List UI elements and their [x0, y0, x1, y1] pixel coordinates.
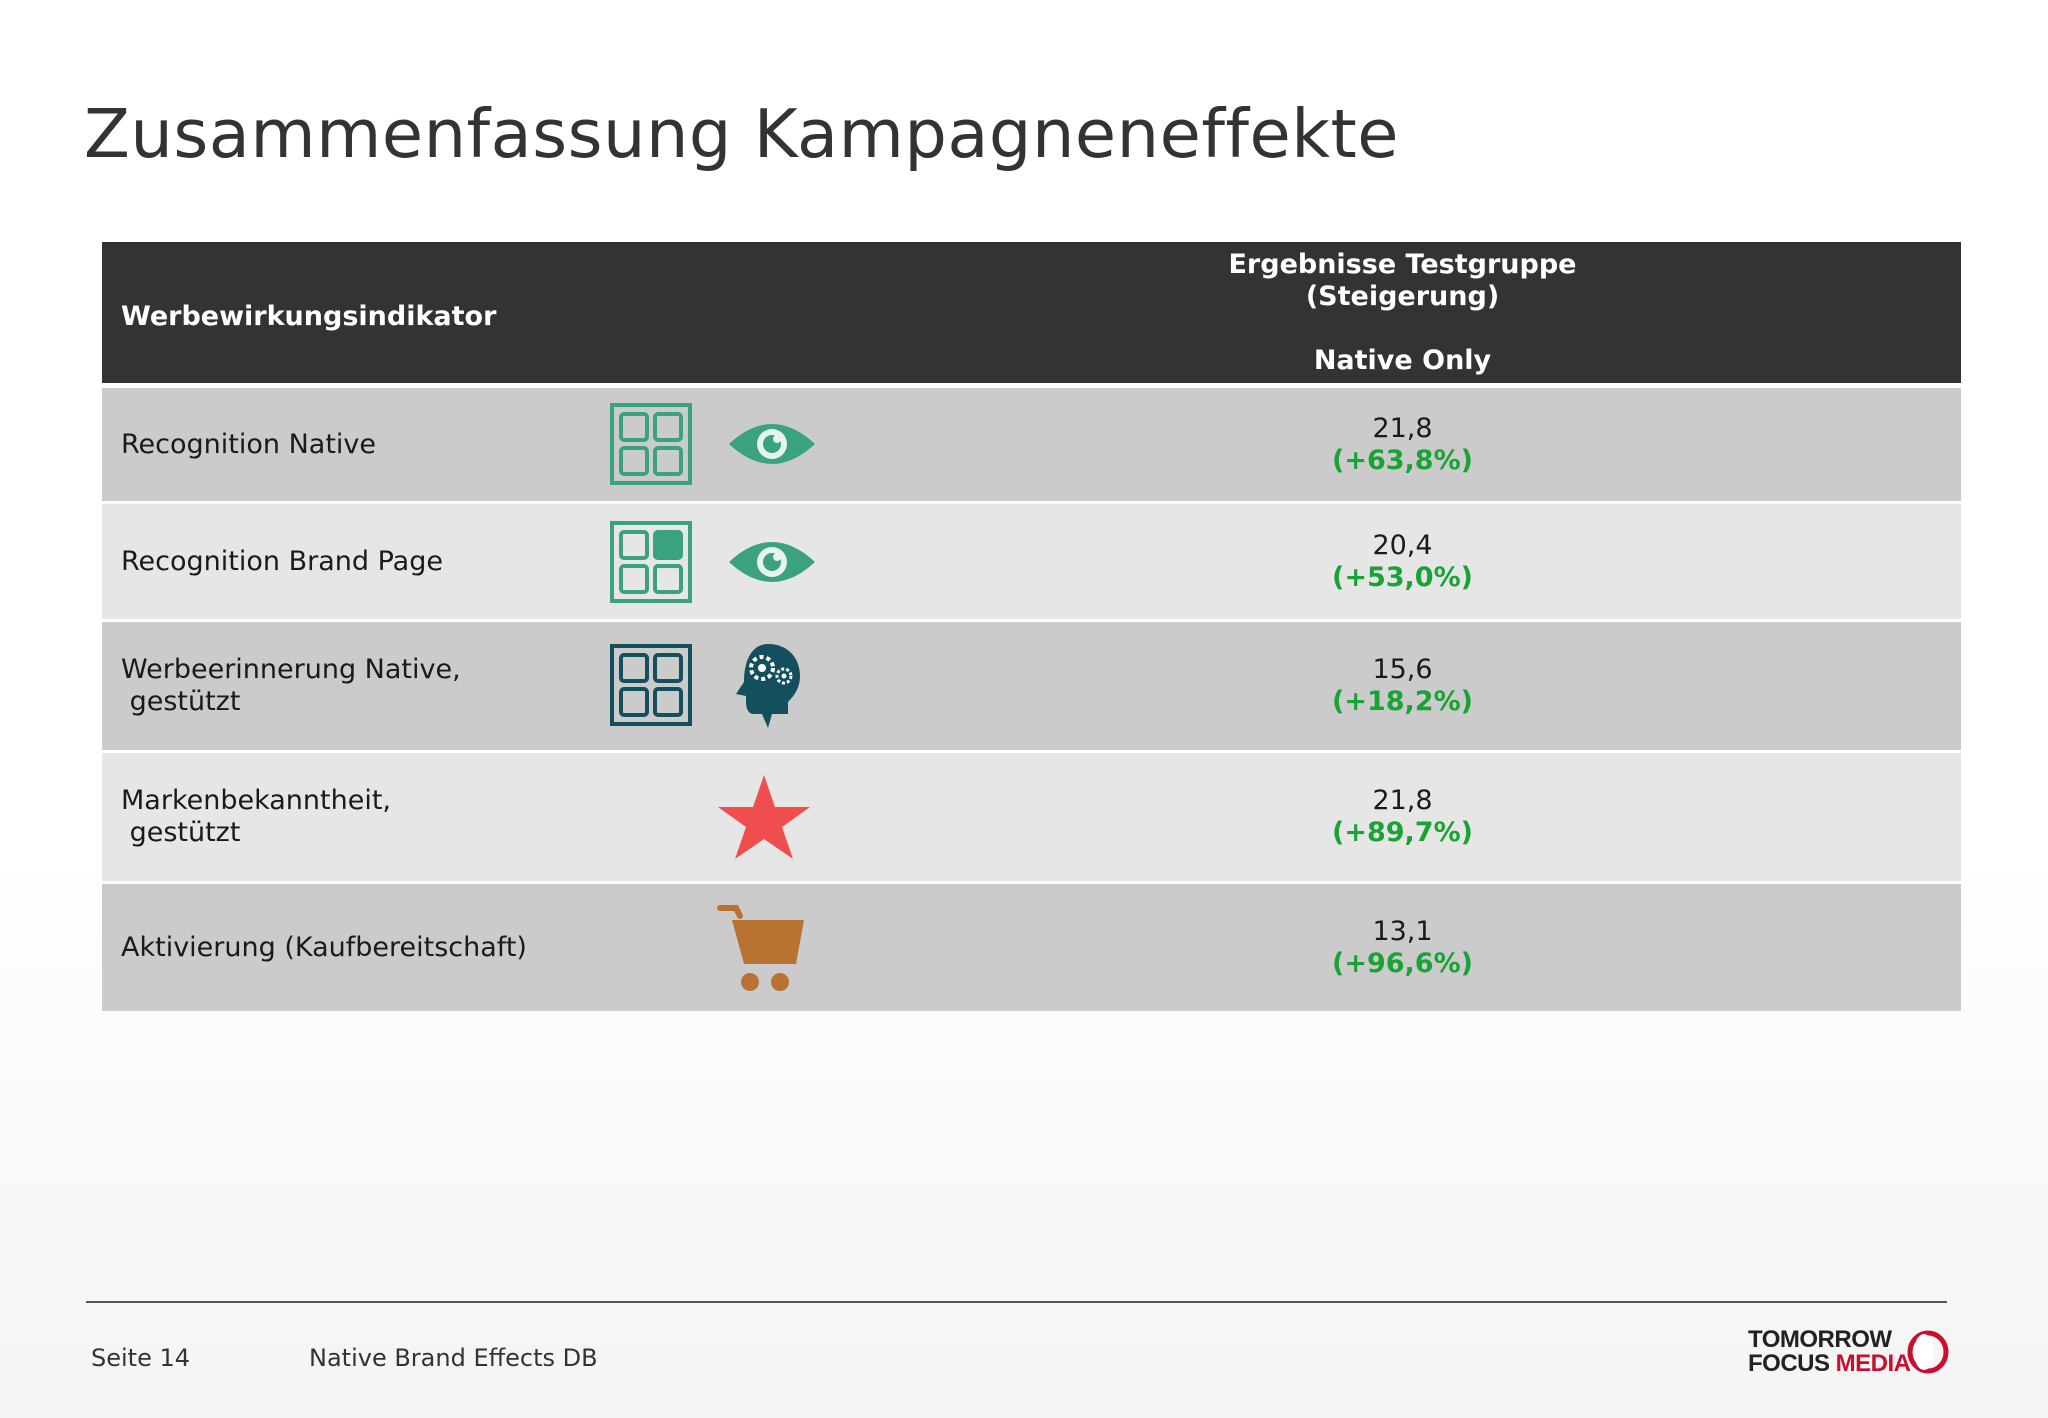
table-row: Recognition Brand Page 20,4 (+53,0%)	[102, 504, 1961, 619]
page-title: Zusammenfassung Kampagneneffekte	[84, 95, 1400, 173]
result-change: (+18,2%)	[1332, 686, 1473, 717]
document-name: Native Brand Effects DB	[309, 1344, 598, 1372]
grid-icon	[610, 644, 692, 726]
row-label: Recognition Native	[121, 428, 376, 460]
logo-line2b: MEDIA	[1835, 1350, 1911, 1377]
header-results-line2: (Steigerung)	[1305, 280, 1500, 312]
result-change: (+96,6%)	[1332, 947, 1473, 979]
star-icon	[718, 775, 810, 859]
logo-ring-icon	[1907, 1330, 1949, 1374]
tomorrow-focus-media-logo: TOMORROW FOCUS MEDIA	[1748, 1326, 1950, 1377]
result-value: 21,8	[1372, 412, 1433, 444]
result-change: (+63,8%)	[1332, 444, 1473, 476]
grid-icon	[610, 403, 692, 485]
header-results-line1: Ergebnisse Testgruppe	[1228, 248, 1577, 280]
header-results-line3: Native Only	[1313, 344, 1492, 376]
result-change: (+53,0%)	[1332, 561, 1473, 593]
table-header: Werbewirkungsindikator Ergebnisse Testgr…	[102, 242, 1961, 383]
result-change: (+89,7%)	[1332, 817, 1473, 848]
eye-icon	[729, 542, 815, 582]
row-label: Recognition Brand Page	[121, 545, 443, 577]
footer-divider	[86, 1301, 1947, 1303]
table-row: Recognition Native 21,8 (+63,8%)	[102, 388, 1961, 501]
row-label: Markenbekanntheit, gestützt	[121, 785, 391, 848]
brain-gears-icon	[736, 644, 800, 728]
results-table: Werbewirkungsindikator Ergebnisse Testgr…	[102, 242, 1961, 1011]
header-indicator-label: Werbewirkungsindikator	[121, 301, 497, 332]
header-results: Ergebnisse Testgruppe (Steigerung) Nativ…	[844, 242, 1961, 383]
eye-icon	[729, 424, 815, 464]
result-value: 21,8	[1372, 785, 1433, 816]
grid-highlight-icon	[610, 521, 692, 603]
page-number: Seite 14	[91, 1344, 191, 1372]
row-label: Werbeerinnerung Native, gestützt	[121, 654, 461, 717]
shopping-cart-icon	[717, 905, 804, 991]
logo-line1: TOMORROW	[1748, 1326, 1892, 1353]
table-row: Markenbekanntheit, gestützt 21,8 (+89,7%…	[102, 753, 1961, 881]
result-value: 15,6	[1372, 654, 1433, 685]
logo-line2a: FOCUS	[1748, 1350, 1836, 1377]
result-value: 13,1	[1372, 915, 1433, 947]
result-value: 20,4	[1372, 529, 1433, 561]
row-label: Aktivierung (Kaufbereitschaft)	[121, 931, 527, 963]
table-row: Werbeerinnerung Native, gestützt 15,6 (+…	[102, 622, 1961, 750]
table-row: Aktivierung (Kaufbereitschaft) 13,1 (+96…	[102, 884, 1961, 1011]
header-indicator: Werbewirkungsindikator	[102, 242, 841, 383]
